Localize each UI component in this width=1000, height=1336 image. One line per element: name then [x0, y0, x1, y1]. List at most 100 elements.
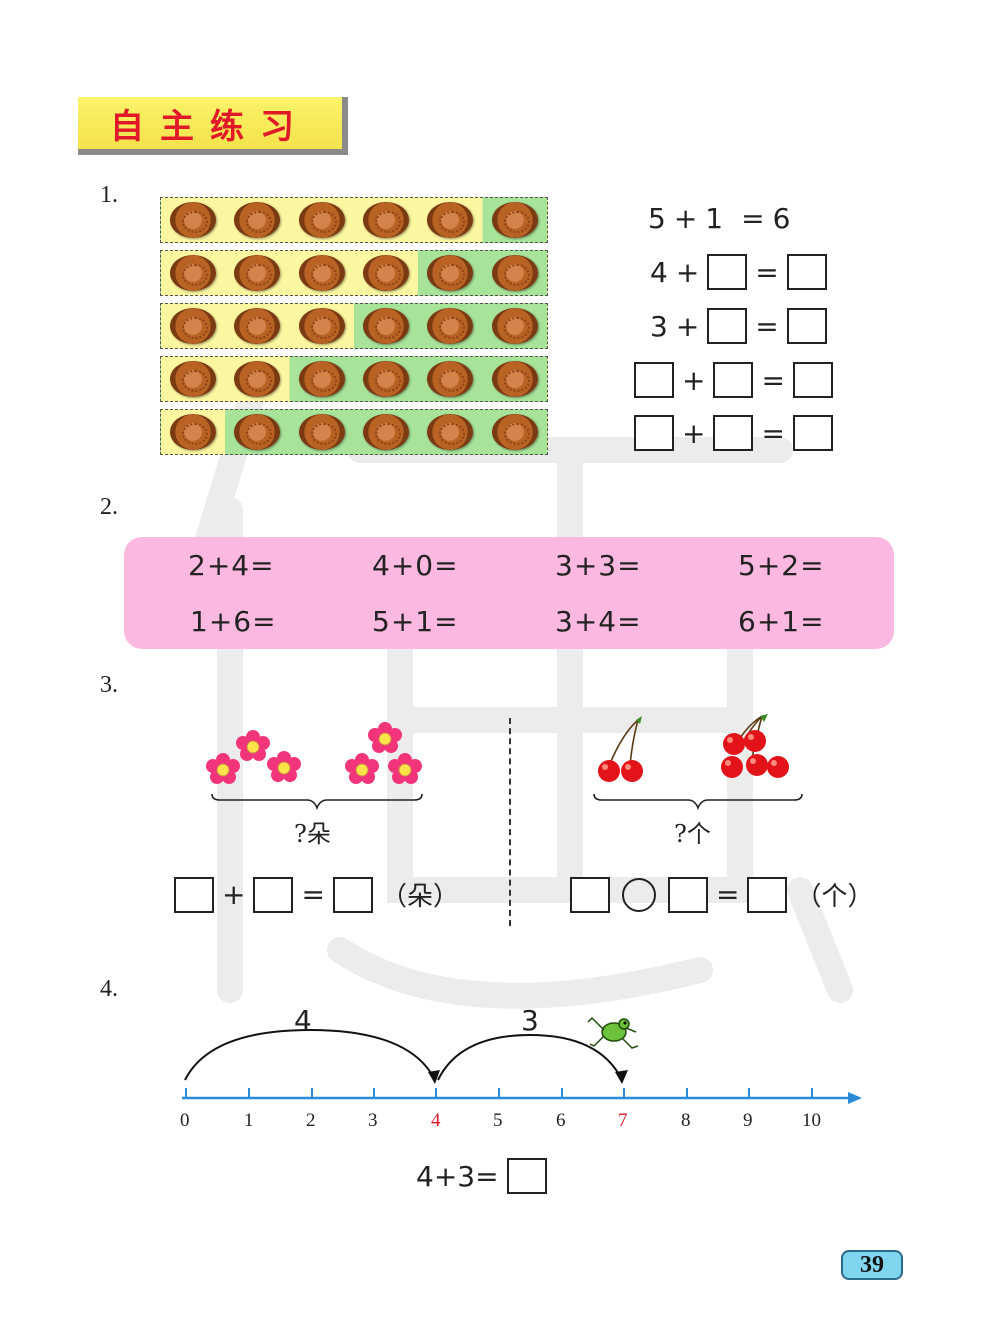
- cherry-icon: [723, 733, 745, 755]
- cherry-icon: [744, 730, 766, 752]
- question-4-number: 4.: [100, 976, 118, 1002]
- answer-box[interactable]: [332, 876, 373, 913]
- cookie: [418, 357, 482, 401]
- cookie: [161, 251, 225, 295]
- brace-icon: [211, 793, 423, 811]
- operator: +: [222, 878, 246, 911]
- flower-icon: [368, 722, 402, 753]
- cookie-grid: [160, 197, 548, 462]
- tick-label: 1: [244, 1110, 254, 1131]
- cookie: [354, 357, 418, 401]
- cookie: [290, 410, 354, 454]
- cookie-row: [160, 250, 548, 296]
- operand: 3: [650, 309, 668, 343]
- flower-icon: [206, 753, 240, 784]
- operator: +: [682, 416, 706, 450]
- calc-item: 1+6=: [190, 605, 277, 638]
- tick-label: 2: [306, 1110, 316, 1131]
- jump-arc: [184, 1028, 436, 1081]
- tick-label-highlighted: 4: [431, 1110, 441, 1131]
- operator: +: [682, 363, 706, 397]
- q3-right-equation: = （个）: [570, 876, 873, 913]
- calc-item: 4+0=: [372, 549, 459, 582]
- equals-sign: =: [755, 255, 779, 289]
- answer-box[interactable]: [634, 415, 674, 451]
- answer-box[interactable]: [786, 254, 827, 290]
- page-number: 39: [860, 1251, 884, 1278]
- tick-label: 3: [368, 1110, 378, 1131]
- arc-label: 3: [521, 1004, 539, 1037]
- operator: +: [675, 255, 700, 289]
- cookie: [161, 410, 225, 454]
- answer-box[interactable]: [253, 876, 294, 913]
- result: 6: [772, 202, 791, 235]
- answer-box[interactable]: [570, 876, 610, 913]
- cherries-question: ?个: [674, 820, 711, 848]
- operand: 5: [648, 202, 666, 235]
- answer-box[interactable]: [792, 362, 833, 398]
- calc-item: 3+3=: [555, 549, 642, 582]
- answer-box[interactable]: [713, 362, 754, 398]
- tick-label: 6: [556, 1110, 566, 1131]
- calc-panel: [124, 537, 894, 649]
- q4-equation: 4+3=: [416, 1158, 547, 1194]
- cookie: [290, 251, 354, 295]
- flower-icon: [267, 751, 301, 782]
- cookie: [418, 410, 482, 454]
- arrow-head-icon: [428, 1070, 440, 1084]
- operator: +: [675, 309, 700, 343]
- answer-box[interactable]: [747, 876, 788, 913]
- cookie: [225, 357, 289, 401]
- cherry-icon: [767, 756, 789, 778]
- calc-item: 5+1=: [372, 605, 459, 638]
- equals-sign: =: [761, 416, 785, 450]
- answer-box[interactable]: [707, 308, 748, 344]
- cookie-row: [160, 197, 548, 243]
- answer-box[interactable]: [713, 415, 754, 451]
- flower-icon: [345, 753, 379, 784]
- cookie: [225, 251, 289, 295]
- operator-circle[interactable]: [622, 877, 656, 912]
- cookie: [354, 304, 418, 348]
- q1-equation-3: 3 + =: [650, 308, 827, 344]
- answer-box[interactable]: [792, 415, 833, 451]
- flowers-question: ?朵: [294, 820, 331, 848]
- tick-label: 8: [681, 1110, 691, 1131]
- cookie: [354, 410, 418, 454]
- section-title: 自主练习: [110, 106, 310, 147]
- cookie: [418, 304, 482, 348]
- cookie: [483, 198, 547, 242]
- cookie: [225, 304, 289, 348]
- flowers-illustration: [206, 722, 422, 784]
- arrow-head-icon: [615, 1070, 628, 1084]
- answer-box[interactable]: [506, 1158, 547, 1194]
- cookie: [483, 357, 547, 401]
- answer-box[interactable]: [668, 876, 708, 913]
- answer-box[interactable]: [174, 876, 214, 913]
- equals-sign: =: [755, 309, 779, 343]
- calc-item: 2+4=: [188, 549, 275, 582]
- equals-sign: =: [741, 202, 765, 235]
- cherry-icon: [621, 760, 643, 782]
- cherry-icon: [721, 756, 743, 778]
- calc-item: 6+1=: [738, 605, 825, 638]
- question-1-number: 1.: [100, 182, 118, 208]
- brace-icon: [593, 793, 803, 811]
- cookie: [290, 304, 354, 348]
- cherries-illustration: [598, 714, 789, 782]
- answer-box[interactable]: [786, 308, 827, 344]
- equals-sign: =: [301, 878, 325, 911]
- tick-label: 5: [493, 1110, 503, 1131]
- answer-box[interactable]: [634, 362, 674, 398]
- question-3-number: 3.: [100, 672, 118, 698]
- frog-icon: [587, 1016, 639, 1049]
- tick-label: 9: [743, 1110, 753, 1131]
- question-2-number: 2.: [100, 494, 118, 520]
- cookie: [354, 251, 418, 295]
- cookie-row: [160, 409, 548, 455]
- answer-box[interactable]: [707, 254, 748, 290]
- cookie: [161, 198, 225, 242]
- operator: +: [673, 202, 698, 235]
- arc-label: 4: [294, 1004, 312, 1037]
- axis-arrow-icon: [848, 1092, 862, 1104]
